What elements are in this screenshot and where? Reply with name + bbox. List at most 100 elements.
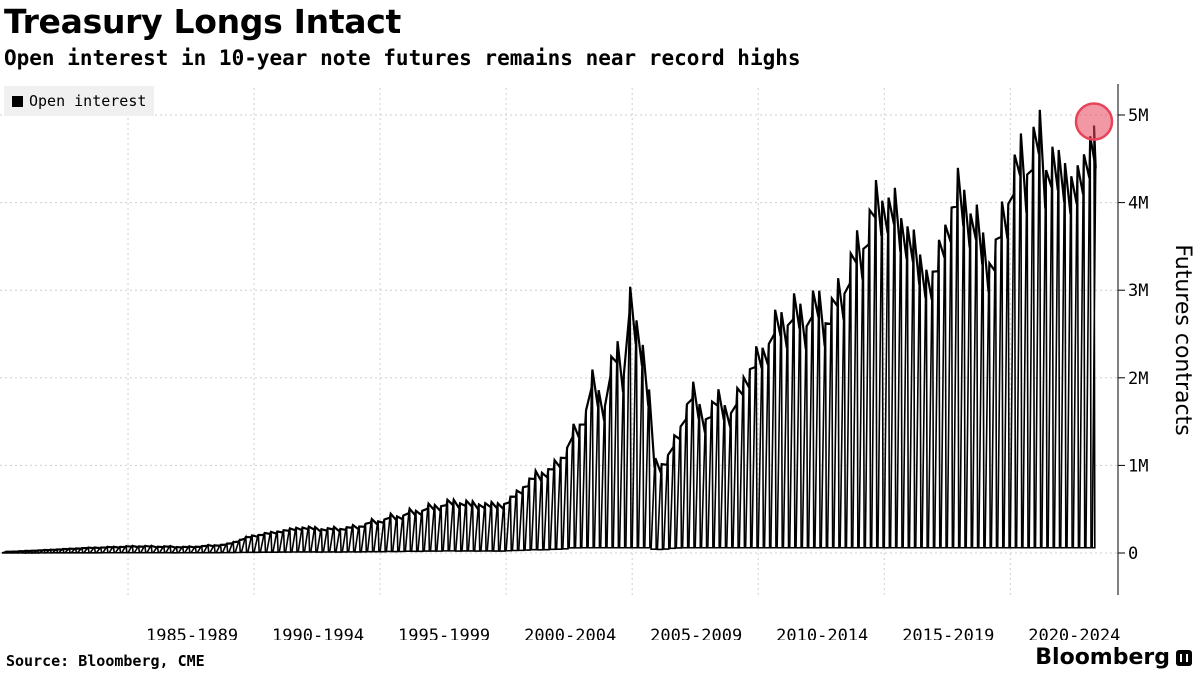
contract-cycle-mark (959, 189, 966, 549)
legend: Open interest (4, 86, 155, 116)
contract-cycle-mark (631, 320, 639, 549)
contract-cycle-mark (896, 218, 903, 549)
x-tick-label: 2015-2019 (902, 626, 994, 640)
contract-cycle-mark (1078, 154, 1086, 549)
contract-cycle-mark (770, 309, 777, 549)
contract-cycle-mark (820, 323, 828, 549)
contract-cycle-mark (1072, 165, 1080, 549)
contract-cycle-mark (353, 526, 361, 553)
contract-cycle-mark (965, 213, 973, 549)
contract-cycle-mark (473, 504, 481, 552)
x-tick-label: 2005-2009 (650, 626, 742, 640)
contract-cycle-mark (530, 470, 538, 551)
contract-cycle-mark (1053, 150, 1061, 549)
y-tick-label: 1M (1128, 456, 1148, 476)
contract-cycle-mark (681, 404, 689, 549)
contract-cycle-mark (940, 224, 947, 549)
contract-cycle-mark (877, 200, 884, 549)
contract-cycle-mark (410, 510, 418, 553)
contract-cycle-mark (637, 344, 645, 549)
contract-cycle-mark (675, 426, 683, 549)
contract-cycle-mark (347, 524, 355, 553)
contract-cycle-mark (562, 447, 569, 550)
contract-cycle-mark (839, 293, 847, 549)
x-tick-label: 2010-2014 (776, 626, 868, 640)
contract-cycle-mark (933, 239, 941, 549)
contract-cycle-mark (643, 389, 651, 549)
contract-cycle-mark (442, 499, 450, 552)
contract-cycle-mark (461, 500, 468, 552)
contract-cycle-mark (845, 253, 853, 549)
contract-cycle-mark (738, 377, 746, 549)
contract-cycle-mark (322, 527, 330, 553)
contract-cycle-mark (574, 424, 582, 549)
contract-cycle-mark (902, 226, 910, 549)
contract-cycle-mark (1085, 136, 1092, 549)
contract-cycle-mark (851, 230, 859, 549)
contract-cycle-mark (1066, 176, 1073, 549)
contract-cycle-mark (599, 405, 607, 549)
x-axis-ticks: 1985-1989 1990-1994 1995-1999 2000-2004 2005… (146, 626, 1120, 640)
contract-cycle-mark (1009, 154, 1017, 549)
contract-cycle-mark (1028, 126, 1036, 549)
contract-cycle-mark (618, 374, 626, 549)
legend-label: Open interest (29, 92, 147, 110)
brand-name: Bloomberg (1035, 645, 1170, 670)
contract-cycle-mark (536, 472, 544, 551)
contract-cycle-mark (688, 381, 695, 549)
contract-cycle-mark (1015, 133, 1023, 549)
contract-cycle-mark (360, 523, 368, 553)
y-axis-ticks: 0 1M 2M 3M 4M 5M (1118, 106, 1148, 564)
contract-cycle-mark (1022, 174, 1029, 549)
contract-cycle-mark (278, 529, 286, 553)
chart-title: Treasury Longs Intact (4, 2, 402, 41)
x-tick-label: 1995-1999 (398, 626, 490, 640)
contract-cycle-mark (316, 528, 324, 553)
y-tick-label: 3M (1128, 281, 1148, 301)
contract-cycle-mark (1059, 163, 1067, 549)
contract-cycle-mark (725, 413, 733, 549)
x-tick-label: 1990-1994 (272, 626, 364, 640)
y-tick-label: 4M (1128, 194, 1148, 214)
contract-cycle-mark (977, 232, 985, 549)
contract-cycle-mark (593, 390, 601, 549)
contract-cycle-mark (662, 454, 670, 550)
contract-cycle-mark (883, 197, 891, 549)
y-axis-label: Futures contracts (1170, 244, 1195, 435)
contract-cycle-mark (946, 207, 954, 549)
contract-cycle-mark (1047, 146, 1055, 549)
contract-cycle-mark (700, 419, 708, 549)
contract-cycle-mark (580, 410, 588, 549)
contract-cycle-mark (524, 478, 531, 551)
contract-cycle-mark (309, 526, 317, 553)
contract-cycle-mark (952, 167, 960, 549)
chart-subtitle: Open interest in 10-year note futures re… (4, 46, 801, 70)
source-note: Source: Bloomberg, CME (6, 652, 205, 670)
contract-cycle-mark (290, 527, 298, 553)
contract-cycle-mark (1040, 170, 1048, 549)
contract-cycle-mark (505, 496, 513, 552)
contract-cycle-mark (272, 531, 279, 553)
contract-cycle-mark (814, 290, 821, 549)
contract-cycle-mark (713, 389, 721, 549)
contract-cycle-mark (656, 464, 664, 551)
contract-cycle-mark (732, 387, 739, 549)
contract-cycle-mark (921, 269, 928, 549)
contract-cycle-mark (870, 180, 878, 549)
contract-cycle-mark (751, 346, 758, 549)
contract-cycle-mark (467, 501, 475, 552)
latest-value-highlight (1074, 102, 1114, 141)
contract-cycle-mark (417, 510, 424, 553)
contract-cycle-mark (990, 239, 998, 549)
contract-cycle-mark (486, 501, 494, 552)
chart-area: 0 1M 2M 3M 4M 5M 1985-1989 1990-1994 1995-1999 2… (0, 84, 1195, 640)
contract-cycle-mark (833, 278, 840, 549)
contract-cycle-mark (517, 487, 525, 552)
contract-cycle-mark (549, 460, 557, 551)
contract-cycle-mark (429, 504, 437, 552)
bloomberg-icon (1176, 649, 1192, 666)
brand-logo: Bloomberg (1035, 645, 1192, 670)
contract-cycle-mark (284, 528, 292, 553)
contract-cycle-mark (303, 526, 311, 553)
contract-cycle-mark (511, 490, 519, 552)
